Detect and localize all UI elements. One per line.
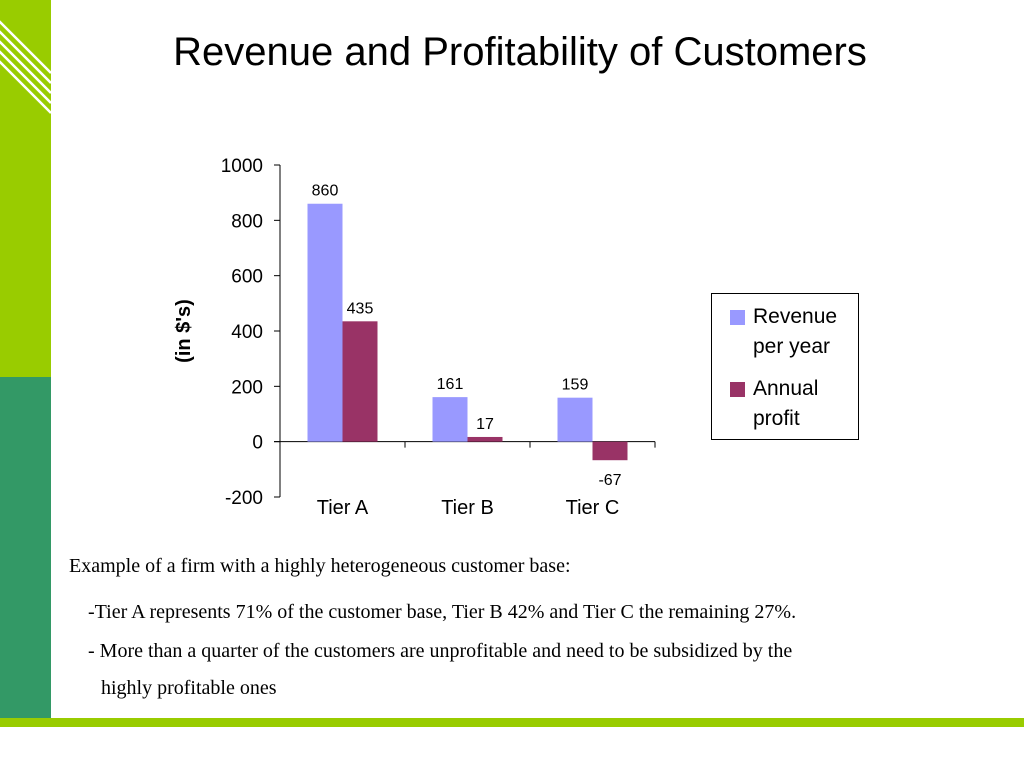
y-tick-label: 0 xyxy=(252,433,263,454)
legend-label-profit-line1: Annual xyxy=(753,377,819,400)
legend-swatch-revenue xyxy=(730,310,745,325)
y-tick-label: -200 xyxy=(225,488,263,509)
y-tick-label: 800 xyxy=(231,211,263,232)
legend-label-revenue-line2: per year xyxy=(753,335,831,358)
x-category-label: Tier B xyxy=(441,497,494,519)
x-category-label: Tier A xyxy=(317,497,369,519)
data-label: 161 xyxy=(437,376,464,393)
bullet-point-2: - More than a quarter of the customers a… xyxy=(88,640,793,662)
slide-title: Revenue and Profitability of Customers xyxy=(173,30,867,74)
chart-caption: Example of a firm with a highly heteroge… xyxy=(69,555,571,577)
data-label: -67 xyxy=(598,472,621,489)
legend-swatch-profit xyxy=(730,382,745,397)
y-tick-label: 600 xyxy=(231,267,263,288)
data-label: 159 xyxy=(562,377,589,394)
decorative-side-bar-top xyxy=(0,0,51,377)
y-tick-label: 200 xyxy=(231,377,263,398)
bar-profit xyxy=(467,436,503,442)
bar-profit xyxy=(342,321,378,442)
bar-chart: 1000 800 600 400 200 0 -200 860 435 Tier A 161 17 Ti… xyxy=(173,156,656,519)
x-category-label: Tier C xyxy=(566,497,620,519)
data-label: 17 xyxy=(476,416,494,433)
chart-legend: Revenue per year Annual profit xyxy=(711,293,859,440)
decorative-side-bar-bottom xyxy=(0,377,51,721)
bar-revenue xyxy=(432,397,468,442)
footer-rule xyxy=(0,718,1024,727)
data-label: 860 xyxy=(312,183,339,200)
bullet-point-1: -Tier A represents 71% of the customer b… xyxy=(88,601,797,623)
diagonal-stripes-decoration xyxy=(0,20,51,114)
bar-revenue xyxy=(557,397,593,442)
legend-entry-revenue: Revenue per year xyxy=(730,302,863,362)
bar-profit xyxy=(592,441,628,461)
bar-revenue xyxy=(307,203,343,442)
y-tick-label: 1000 xyxy=(221,156,263,177)
legend-label-revenue-line1: Revenue xyxy=(753,305,838,328)
y-axis-title: (in $'s) xyxy=(173,299,195,363)
legend-label-profit-line2: profit xyxy=(753,407,800,430)
bullet-point-2-continued: highly profitable ones xyxy=(101,677,277,699)
data-label: 435 xyxy=(347,300,374,317)
legend-entry-profit: Annual profit xyxy=(730,374,863,434)
y-tick-label: 400 xyxy=(231,322,263,343)
